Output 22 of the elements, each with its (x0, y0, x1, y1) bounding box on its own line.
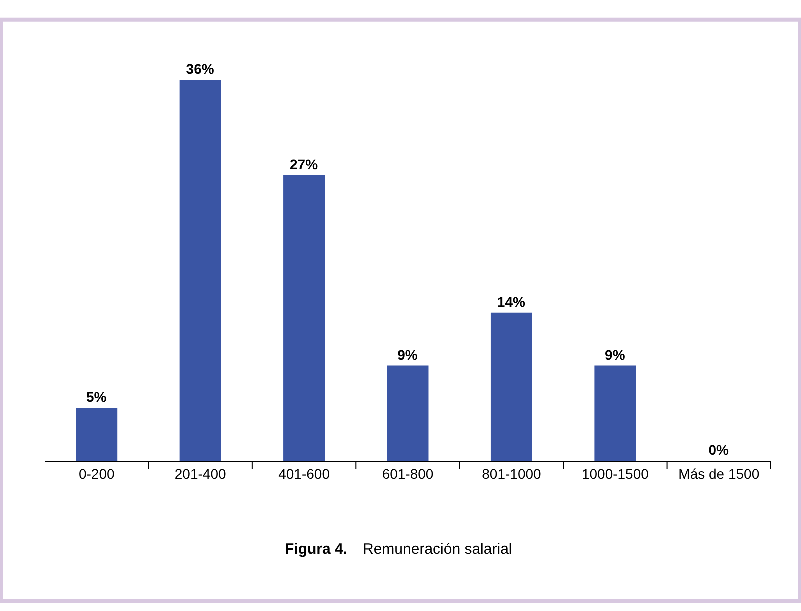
text: Remuneración salarial (363, 541, 512, 558)
bar (180, 80, 222, 461)
data-label: 0% (708, 442, 730, 458)
data-label: 9% (605, 346, 626, 363)
x-tick-label: Más de 1500 (678, 466, 760, 482)
x-tick-label: 601-800 (382, 466, 434, 482)
data-label: 5% (86, 389, 108, 406)
bar (387, 366, 429, 461)
data-label: 27% (290, 156, 319, 172)
text: Figura 4. (285, 541, 348, 558)
x-tick-label: 801-1000 (482, 466, 542, 482)
data-label: 9% (398, 346, 418, 363)
data-label: 14% (497, 294, 526, 310)
x-tick-label: 401-600 (278, 466, 330, 482)
bar (490, 312, 532, 461)
bar (284, 175, 326, 461)
bar (76, 408, 118, 461)
x-tick-label: 201-400 (174, 466, 226, 482)
data-label: 36% (186, 61, 215, 78)
x-tick-label: 0-200 (78, 466, 115, 482)
x-tick-label: 1000-1500 (582, 466, 650, 482)
bar (594, 366, 636, 461)
